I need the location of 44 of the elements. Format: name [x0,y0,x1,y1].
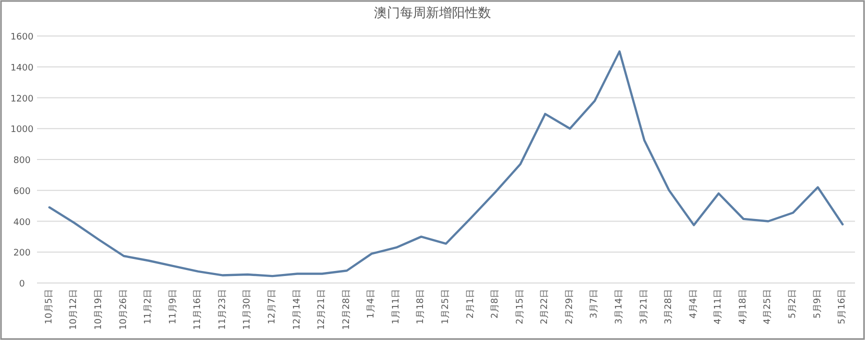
x-tick-label: 5月16日 [838,289,848,324]
x-tick-label: 3月21日 [639,289,650,324]
y-tick-label: 1200 [10,94,34,104]
x-tick-label: 12月21日 [317,289,328,330]
y-tick-label: 600 [13,186,31,197]
x-tick-label: 12月28日 [342,289,352,330]
y-tick-label: 1600 [10,32,34,42]
y-tick-label: 0 [19,280,26,290]
x-tick-label: 3月14日 [614,289,625,324]
x-tick-label: 4月11日 [714,289,724,324]
chart-title: 澳门每周新增阳性数 [374,5,491,21]
x-tick-label: 11月23日 [218,289,228,330]
x-tick-label: 5月9日 [812,289,823,318]
x-tick-label: 10月5日 [44,289,54,324]
x-tick-label: 5月2日 [788,289,798,318]
x-tick-label: 10月12日 [69,289,80,330]
x-tick-label: 11月30日 [242,289,253,330]
x-tick-label: 11月16日 [193,289,204,330]
x-tick-label: 2月1日 [466,289,476,318]
y-tick-label: 1400 [10,63,34,74]
x-tick-label: 2月22日 [540,289,550,324]
x-tick-label: 2月8日 [490,289,501,318]
x-tick-label: 2月15日 [515,289,526,324]
x-tick-label: 4月25日 [763,289,774,324]
x-tick-label: 3月7日 [590,289,600,318]
x-tick-label: 11月9日 [168,289,178,324]
x-tick-label: 12月7日 [267,289,278,324]
x-tick-label: 3月28日 [664,289,674,324]
x-tick-label: 10月19日 [94,289,104,330]
x-tick-label: 1月4日 [366,289,377,318]
line-series [48,50,844,278]
x-tick-label: 1月11日 [391,289,402,324]
y-tick-label: 200 [13,248,31,259]
x-tick-label: 4月4日 [688,289,699,318]
x-tick-label: 2月29日 [564,289,575,324]
x-tick-label: 10月26日 [118,289,129,330]
x-tick-label: 11月2日 [144,289,154,324]
y-tick-label: 800 [13,156,31,166]
x-tick-label: 4月18日 [738,289,748,324]
x-tick-label: 1月18日 [416,289,426,324]
x-tick-label: 12月14日 [292,289,302,330]
x-tick-label: 1月25日 [441,289,451,324]
y-tick-label: 400 [13,218,31,228]
y-tick-label: 1000 [10,125,34,136]
